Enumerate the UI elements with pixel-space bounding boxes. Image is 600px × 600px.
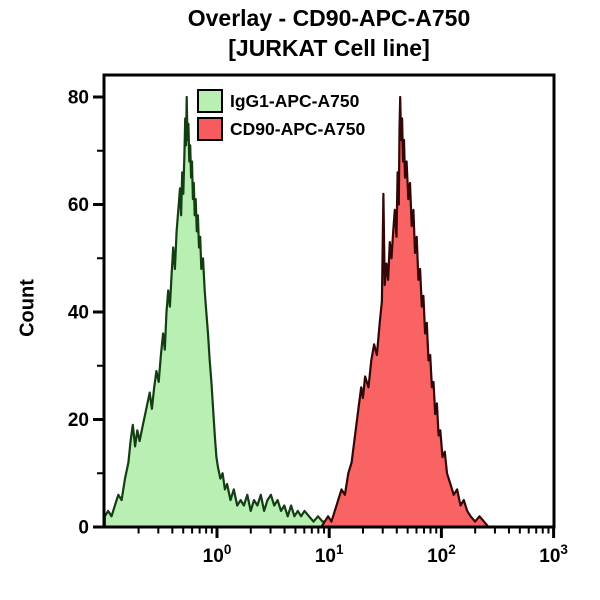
y-tick-label: 60 [68, 195, 89, 216]
legend-label-igg1: IgG1-APC-A750 [230, 90, 360, 111]
legend: IgG1-APC-A750 CD90-APC-A750 [197, 88, 365, 144]
histogram-igg1 [104, 95, 333, 527]
x-tick-label: 102 [427, 542, 456, 567]
y-tick-label: 0 [78, 518, 89, 539]
x-tick-label: 101 [315, 542, 344, 567]
y-tick-label: 40 [68, 303, 89, 324]
y-tick-label: 80 [68, 88, 89, 109]
x-tick-label: 103 [539, 542, 568, 567]
x-tick-label: 100 [203, 542, 232, 567]
chart-title-line1: Overlay - CD90-APC-A750 [187, 5, 471, 31]
legend-swatch-0 [197, 89, 223, 113]
legend-swatch-1 [197, 117, 223, 141]
chart-title-line2: [JURKAT Cell line] [228, 35, 430, 61]
y-tick-label: 20 [68, 410, 89, 431]
plot-frame [102, 73, 556, 529]
legend-item-cd90: CD90-APC-A750 [197, 116, 365, 142]
legend-item-igg1: IgG1-APC-A750 [197, 88, 365, 114]
legend-label-cd90: CD90-APC-A750 [230, 118, 366, 139]
chart-title: Overlay - CD90-APC-A750 [JURKAT Cell lin… [104, 3, 554, 63]
histogram-cd90 [320, 95, 490, 527]
